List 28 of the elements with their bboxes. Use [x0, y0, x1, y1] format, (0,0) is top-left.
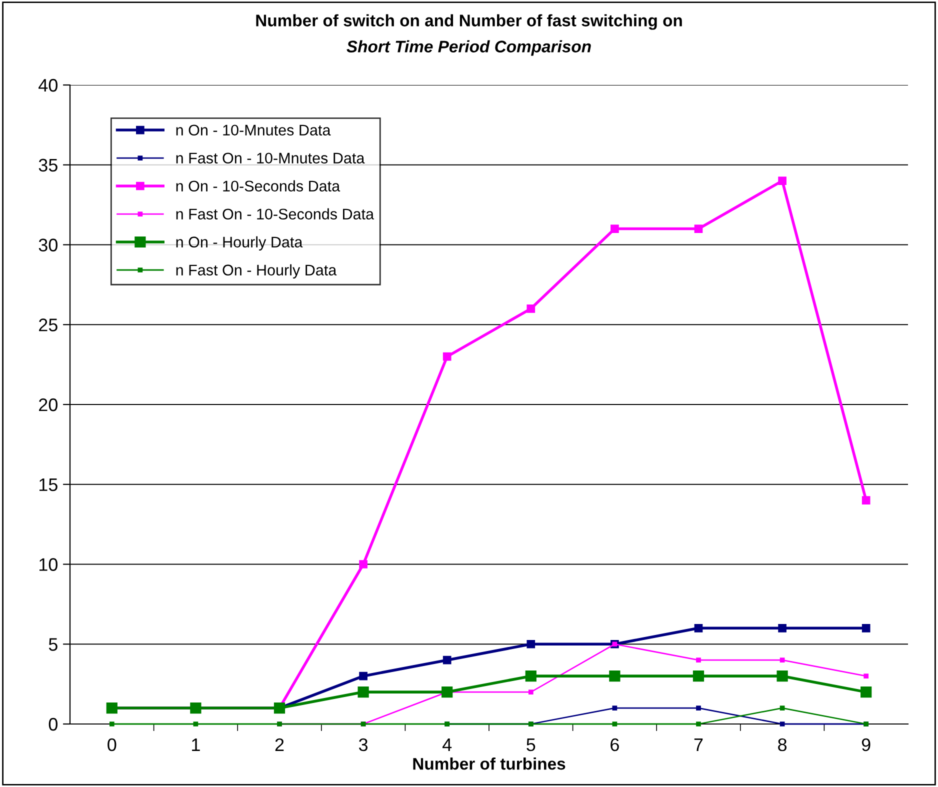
legend-label: n Fast On - Hourly Data	[176, 264, 337, 279]
x-tick-label: 0	[108, 738, 116, 752]
legend-label: n On - Hourly Data	[176, 236, 303, 251]
x-tick-label: 3	[358, 738, 368, 752]
x-tick-label: 7	[694, 738, 703, 751]
x-tick-label: 4	[442, 738, 452, 751]
y-tick-label: 25	[39, 318, 58, 332]
x-axis-title: Number of turbines	[413, 758, 566, 770]
chart-subtitle: Short Time Period Comparison	[346, 40, 591, 56]
legend-label: n Fast On - 10-Seconds Data	[176, 208, 374, 220]
legend-label: n On - 10-Mnutes Data	[176, 124, 331, 136]
x-tick-label: 1	[192, 738, 200, 751]
x-tick-label: 5	[526, 738, 536, 752]
y-tick-label: 0	[48, 718, 58, 731]
x-tick-label: 9	[862, 738, 870, 752]
y-tick-label: 30	[38, 238, 58, 252]
y-tick-label: 40	[38, 78, 58, 92]
x-tick-label: 2	[275, 738, 284, 751]
y-tick-label: 20	[39, 398, 58, 412]
chart-title: Number of switch on and Number of fast switching on	[256, 14, 682, 30]
legend-label: n Fast On - 10-Mnutes Data	[176, 152, 365, 164]
y-tick-label: 35	[38, 158, 58, 172]
x-tick-label: 6	[610, 738, 619, 752]
y-tick-label: 10	[39, 558, 58, 571]
x-tick-label: 8	[778, 738, 787, 752]
y-tick-label: 15	[39, 478, 58, 492]
legend-label: n On - 10-Seconds Data	[176, 180, 340, 192]
y-tick-label: 5	[48, 638, 58, 651]
